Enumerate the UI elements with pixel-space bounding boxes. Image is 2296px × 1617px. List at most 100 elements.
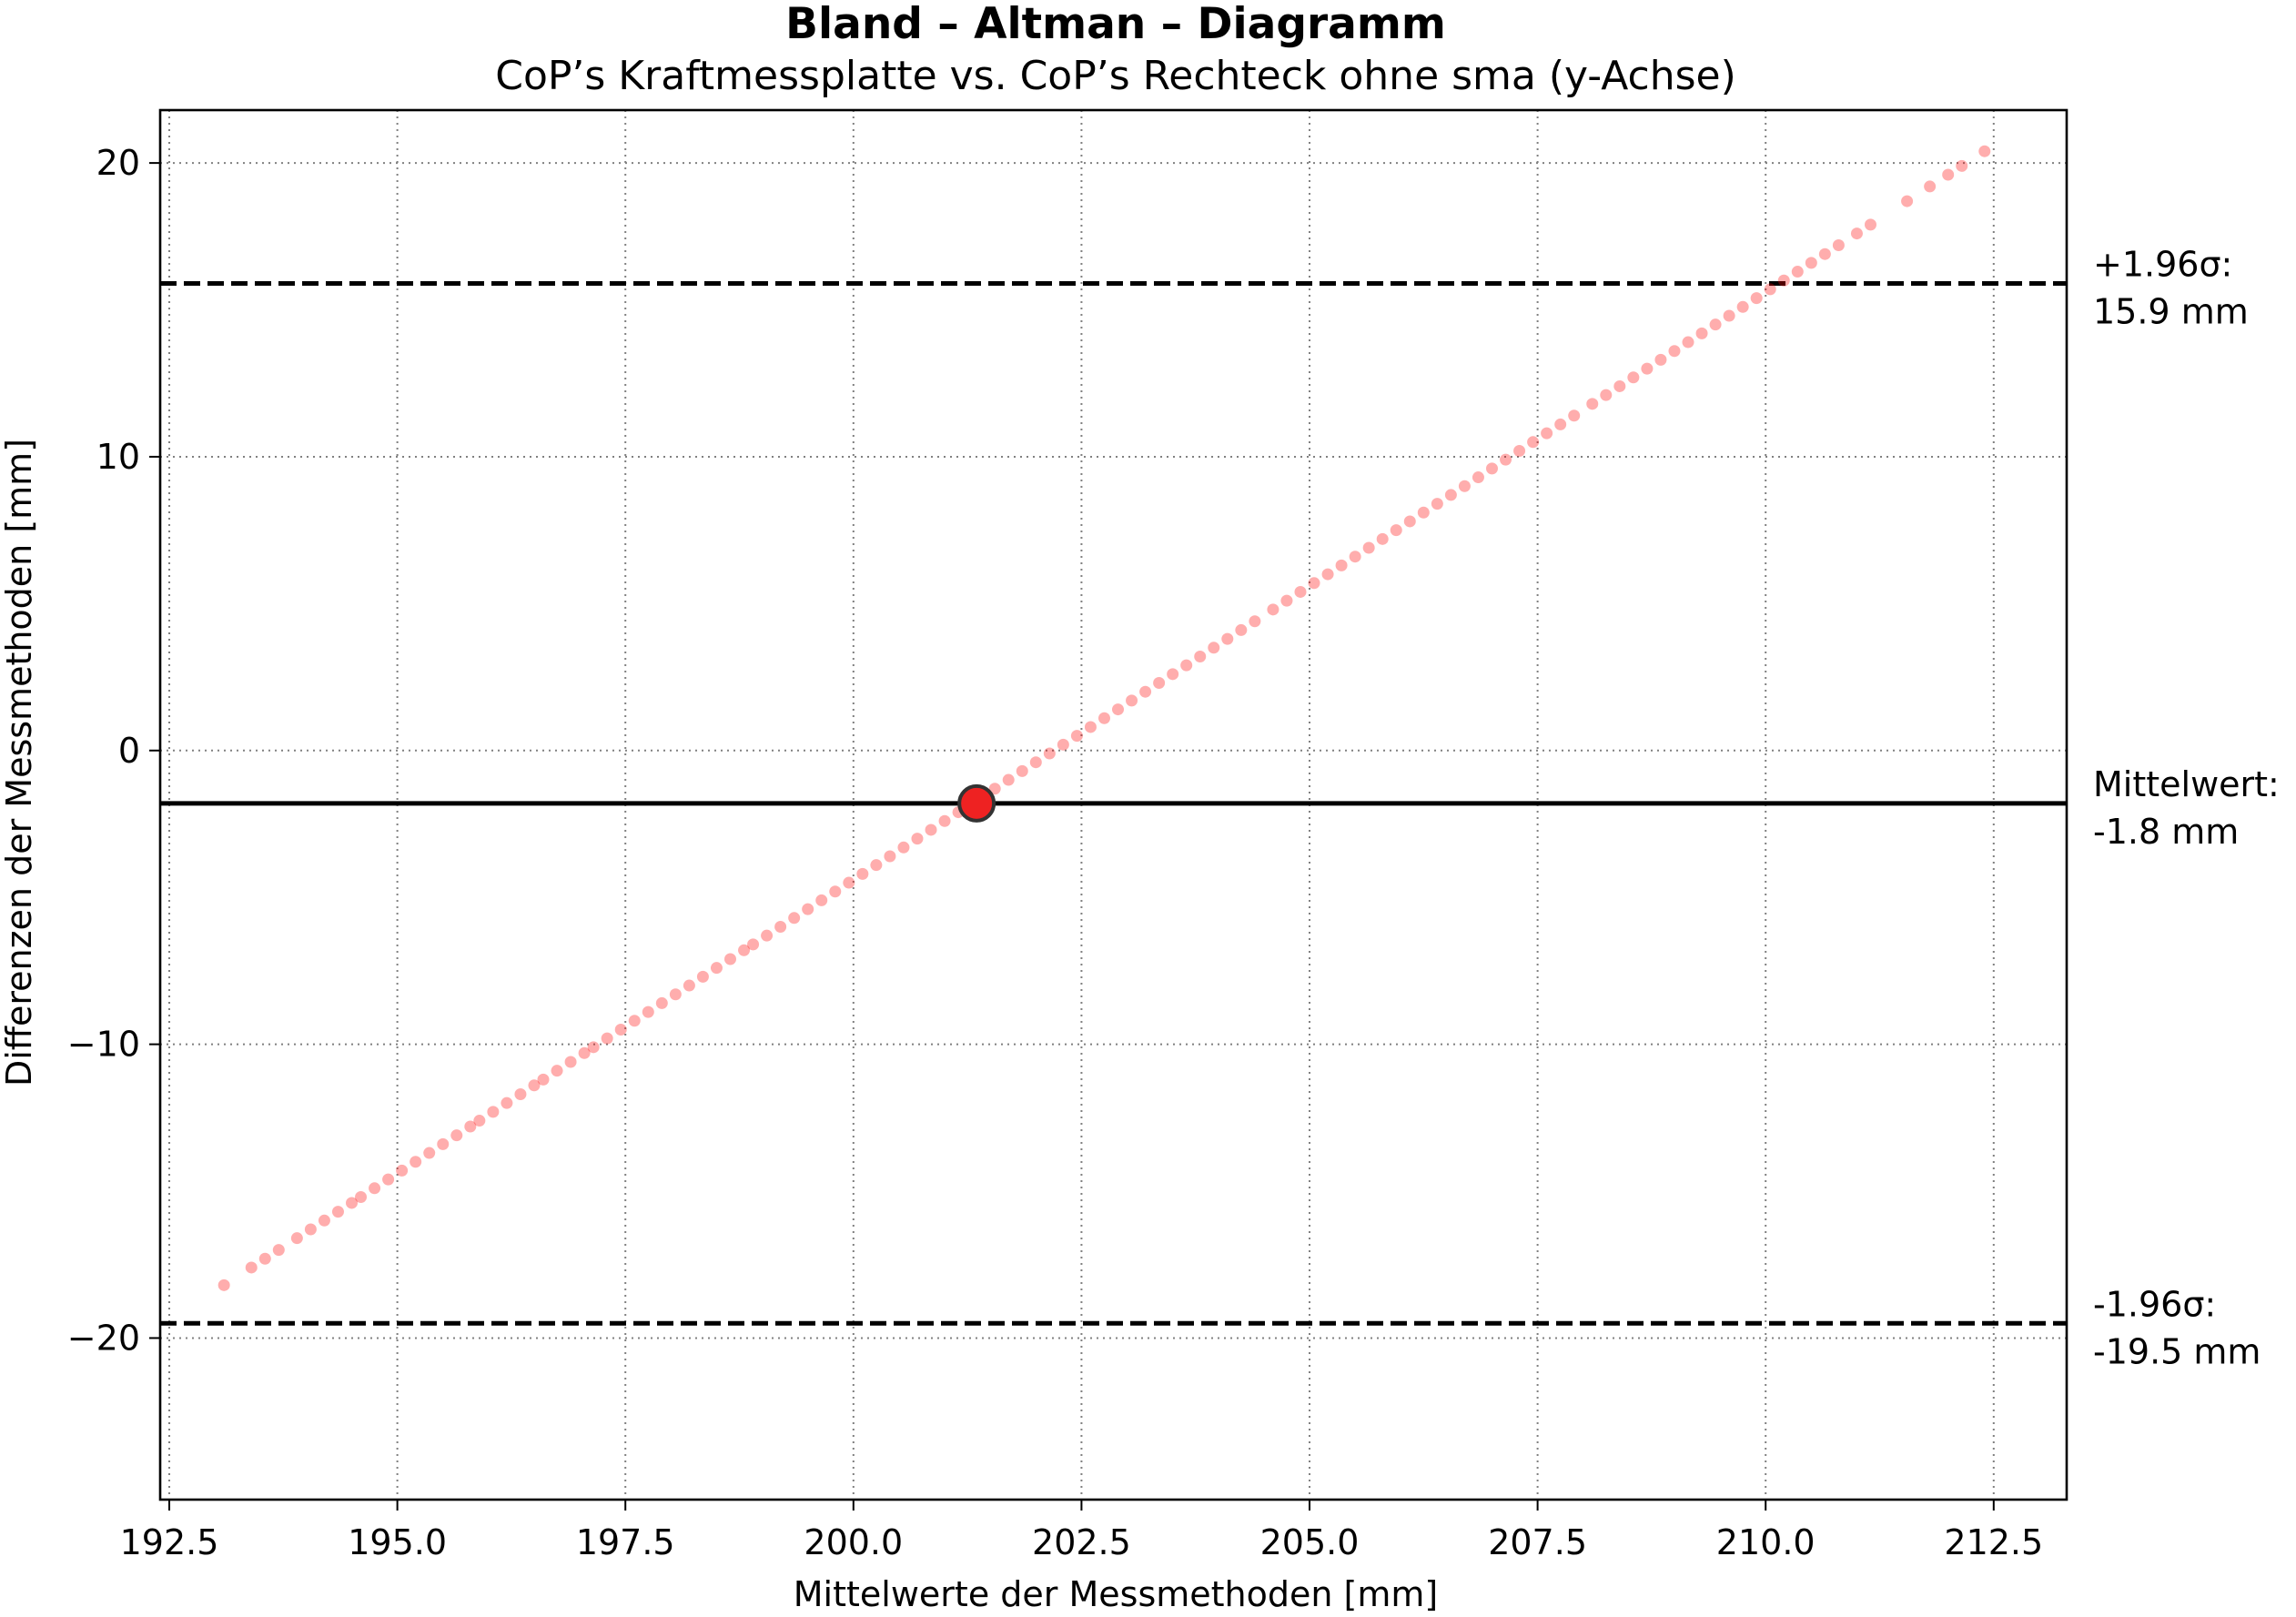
limit-annotations: +1.96σ: 15.9 mm Mittelwert: -1.8 mm -1.9… — [2093, 244, 2280, 1371]
data-point — [564, 1056, 577, 1068]
data-point — [1267, 603, 1279, 616]
data-point — [1194, 650, 1207, 662]
data-point — [258, 1252, 271, 1265]
data-point — [1500, 453, 1512, 466]
x-tick-label: 212.5 — [1944, 1522, 2043, 1562]
data-point — [1221, 632, 1234, 645]
upper-loa-value: 15.9 mm — [2093, 291, 2249, 331]
data-point — [551, 1065, 563, 1077]
y-tick-label: −20 — [67, 1318, 140, 1358]
data-point — [217, 1278, 230, 1291]
data-point — [355, 1190, 368, 1203]
data-point — [1864, 218, 1876, 231]
data-point — [1403, 515, 1416, 528]
data-point — [843, 876, 855, 889]
data-point — [1924, 180, 1937, 193]
data-point — [473, 1115, 486, 1127]
x-tick-label: 207.5 — [1488, 1522, 1587, 1562]
x-tick-label: 210.0 — [1716, 1522, 1816, 1562]
x-tick-label: 205.0 — [1260, 1522, 1360, 1562]
y-tick-label: 0 — [118, 731, 140, 771]
data-point — [1586, 398, 1599, 410]
data-point — [1695, 327, 1708, 339]
data-point — [1832, 239, 1845, 252]
data-point — [1627, 371, 1640, 384]
data-point — [1249, 615, 1261, 628]
data-point — [988, 783, 1001, 795]
data-point — [1139, 685, 1152, 698]
data-point — [1901, 195, 1914, 207]
y-tick-label: 10 — [96, 437, 140, 477]
data-point — [1153, 677, 1166, 690]
data-point — [1029, 756, 1042, 769]
data-point — [1294, 585, 1307, 598]
data-point — [1850, 227, 1863, 240]
x-axis-label: Mittelwerte der Messmethoden [mm] — [794, 1574, 1438, 1614]
data-point — [1208, 642, 1220, 654]
data-point — [1956, 159, 1968, 172]
data-point — [1764, 283, 1776, 296]
data-point — [1458, 480, 1471, 492]
data-point — [272, 1244, 285, 1257]
data-point — [925, 824, 937, 836]
data-point — [1750, 292, 1763, 305]
data-point — [423, 1147, 436, 1159]
data-point — [1736, 300, 1749, 313]
data-point — [1417, 506, 1430, 519]
data-point — [1321, 568, 1334, 581]
mean-value: -1.8 mm — [2093, 812, 2239, 852]
data-points — [217, 145, 1991, 1291]
data-point — [437, 1137, 450, 1150]
data-point — [450, 1129, 463, 1142]
data-point — [1002, 773, 1015, 786]
x-tick-label: 202.5 — [1032, 1522, 1131, 1562]
data-point — [856, 867, 869, 880]
data-point — [1942, 168, 1955, 181]
data-point — [1126, 694, 1138, 707]
data-point — [1349, 551, 1361, 563]
x-tick-label: 197.5 — [576, 1522, 675, 1562]
y-axis-label: Differenzen der Messmethoden [mm] — [0, 439, 39, 1086]
mean-marker-group — [957, 783, 996, 823]
data-point — [1513, 444, 1526, 457]
data-point — [1167, 668, 1179, 681]
data-point — [710, 962, 723, 975]
x-tick-label: 192.5 — [120, 1522, 219, 1562]
data-point — [774, 920, 787, 933]
data-point — [410, 1156, 422, 1168]
data-point — [578, 1046, 591, 1059]
data-point — [1818, 248, 1831, 260]
data-point — [938, 814, 951, 827]
data-point — [1978, 145, 1991, 157]
data-point — [1444, 489, 1457, 501]
data-point — [1431, 498, 1443, 510]
data-point — [723, 953, 736, 965]
data-point — [601, 1032, 613, 1045]
data-point — [1084, 721, 1097, 733]
plot-area-frame — [158, 108, 2068, 1501]
data-point — [501, 1097, 513, 1109]
data-point — [382, 1173, 395, 1186]
data-point — [1641, 362, 1654, 375]
data-point — [870, 859, 883, 872]
data-point — [761, 929, 774, 942]
y-tick-label: 20 — [96, 143, 140, 183]
data-point — [396, 1164, 409, 1177]
data-point — [290, 1232, 303, 1245]
data-point — [1541, 427, 1553, 440]
data-point — [1777, 274, 1790, 287]
data-point — [487, 1106, 500, 1118]
data-point — [614, 1023, 627, 1036]
data-point — [304, 1223, 317, 1236]
data-point — [1485, 462, 1498, 475]
x-axis-ticks: 192.5 195.0 197.5 200.0 202.5 205.0 207.5 210.0… — [120, 1500, 2043, 1562]
data-point — [1097, 712, 1110, 724]
data-point — [628, 1015, 641, 1027]
data-point — [815, 894, 828, 906]
lower-loa-label: -1.96σ: — [2093, 1284, 2216, 1324]
data-point — [245, 1261, 258, 1274]
data-point — [1527, 436, 1540, 449]
data-point — [738, 944, 751, 956]
data-point — [911, 833, 924, 845]
